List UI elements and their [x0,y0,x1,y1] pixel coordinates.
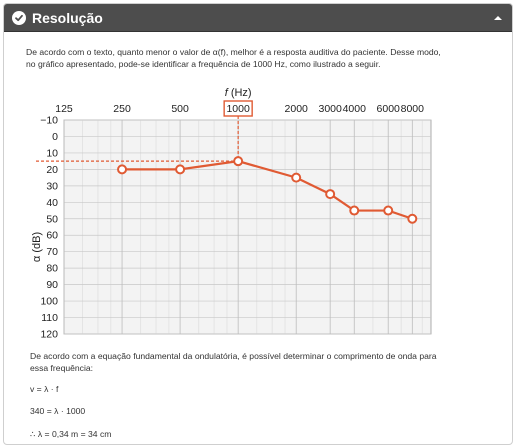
series-line [122,160,413,220]
x-tick-label: 1000 [226,103,250,115]
y-tick-label: 60 [46,230,58,242]
x-tick-label: 6000 [377,103,401,115]
data-point [117,164,128,175]
y-tick-label: 100 [40,296,58,308]
y-tick-label: 80 [46,263,58,275]
x-tick-label: 2000 [285,103,309,115]
equation-3: ∴ λ = 0,34 m = 34 cm [30,428,112,439]
data-point [291,172,302,183]
x-axis-title: f (Hz) [225,87,252,99]
panel-header[interactable]: Resolução [4,4,512,32]
data-point [349,205,360,216]
data-point [233,156,244,167]
audiogram-chart: 125 250 500 1000 2000 3000 4000 6000 8000 −10 0 10 2… [26,84,446,344]
data-point [407,213,418,224]
intro-line-1: De acordo com o texto, quanto menor o va… [26,47,441,57]
y-tick-label: 120 [40,329,58,341]
y-tick-label: 30 [46,180,58,192]
after-line-1: De acordo com a equação fundamental da o… [30,351,437,361]
plot-area [63,119,432,335]
audiogram-svg: 125 250 500 1000 2000 3000 4000 6000 8000 −10 0 10 2… [31,87,432,341]
y-tick-label: 50 [46,213,58,225]
x-tick-label: 8000 [401,103,425,115]
intro-line-2: no gráfico apresentado, pode-se identifi… [26,59,381,70]
data-point [383,205,394,216]
resolution-panel: Resolução De acordo com o texto, quanto … [3,3,513,445]
collapse-caret-icon[interactable] [492,12,504,24]
x-tick-label: 125 [55,103,73,115]
y-tick-label: 70 [46,246,58,258]
x-tick-label: 3000 [318,103,342,115]
resolution-content: De acordo com o texto, quanto menor o va… [4,32,512,71]
y-tick-label: 0 [52,131,58,143]
x-tick-label: 250 [113,103,131,115]
data-point [175,164,186,175]
x-tick-label: 500 [171,103,189,115]
x-tick-label: 4000 [343,103,367,115]
y-tick-label: 40 [46,197,58,209]
equation-1: v = λ · f [30,383,59,394]
wave-equation-section: De acordo com a equação fundamental da o… [30,350,500,444]
y-tick-label: −10 [40,115,58,127]
y-tick-label: 90 [46,279,58,291]
y-tick-label: 110 [41,312,58,324]
after-line-2: essa frequência: [30,363,94,374]
y-tick-label: 20 [46,164,58,176]
equation-2: 340 = λ · 1000 [30,406,86,417]
data-point [325,189,336,200]
panel-title: Resolução [32,9,103,26]
y-tick-label: 10 [46,147,58,159]
check-circle-icon [12,10,26,25]
y-axis-title: α (dB) [31,232,43,262]
